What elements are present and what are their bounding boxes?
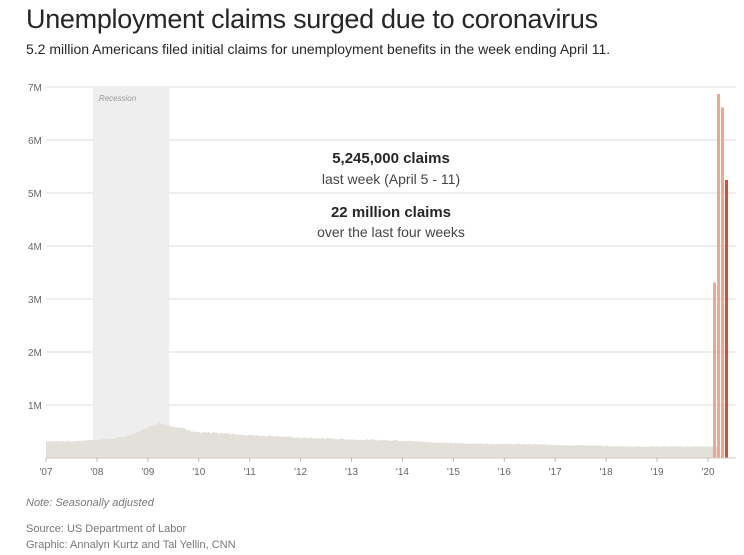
annotation-last-week-period: last week (April 5 - 11)	[322, 171, 460, 187]
chart-source: Source: US Department of Labor	[26, 523, 187, 535]
recession-band-group: Recession	[92, 87, 170, 458]
annotation-four-week-period: over the last four weeks	[317, 224, 465, 240]
x-tick-label: '11	[244, 467, 257, 478]
x-tick-label: '07	[39, 467, 52, 478]
x-tick-label: '12	[294, 467, 307, 478]
x-tick-label: '19	[651, 467, 664, 478]
x-tick-label: '10	[192, 467, 205, 478]
y-tick-label: 3M	[28, 295, 42, 306]
bar-week-3	[721, 107, 724, 458]
recession-band	[92, 87, 170, 458]
chart-subtitle: 5.2 million Americans filed initial clai…	[26, 41, 611, 57]
y-tick-label: 1M	[28, 401, 42, 412]
y-tick-label: 2M	[28, 348, 42, 359]
x-tick-label: '20	[701, 467, 714, 478]
x-tick-label: '08	[90, 467, 103, 478]
axes: 1M 2M 3M 4M 5M 6M 7M '07 '08 '09 '10 '11 '12 '13 '14 '1…	[28, 83, 736, 478]
x-tick-label: '18	[600, 467, 613, 478]
recession-label: Recession	[99, 94, 137, 103]
bar-week-1	[713, 282, 716, 458]
x-tick-label: '16	[498, 467, 511, 478]
bar-week-4	[725, 180, 728, 458]
annotation-group: 5,245,000 claims last week (April 5 - 11…	[317, 150, 465, 240]
y-tick-label: 7M	[28, 83, 42, 94]
y-tick-label: 4M	[28, 242, 42, 253]
x-tick-label: '17	[549, 467, 562, 478]
y-tick-label: 5M	[28, 189, 42, 200]
annotation-last-week-value: 5,245,000 claims	[332, 150, 450, 167]
y-tick-label: 6M	[28, 136, 42, 147]
annotation-four-week-value: 22 million claims	[331, 204, 451, 221]
claims-area	[46, 422, 719, 458]
x-tick-label: '09	[141, 467, 154, 478]
bar-week-2	[717, 94, 720, 458]
recent-bars-group	[713, 94, 728, 458]
x-tick-label: '14	[396, 467, 409, 478]
chart-credit: Graphic: Annalyn Kurtz and Tal Yellin, C…	[26, 539, 236, 551]
chart-note: Note: Seasonally adjusted	[26, 497, 154, 509]
x-tick-label: '15	[447, 467, 460, 478]
claims-area-group	[46, 422, 719, 458]
x-tick-label: '13	[345, 467, 358, 478]
chart-title: Unemployment claims surged due to corona…	[26, 4, 598, 34]
